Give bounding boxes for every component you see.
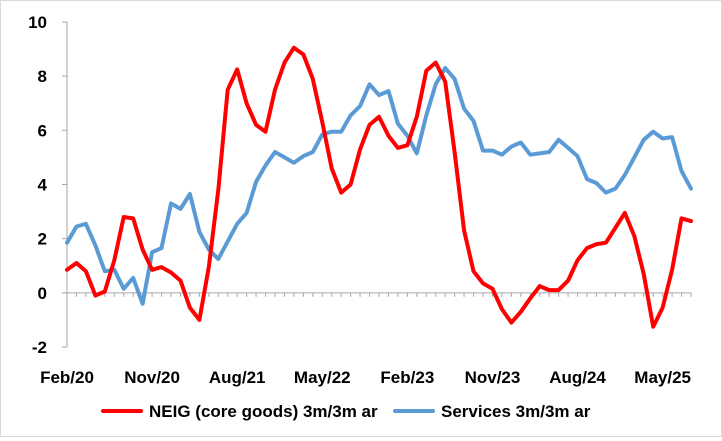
legend-label: Services 3m/3m ar (441, 402, 591, 421)
y-tick-label: 0 (38, 284, 47, 303)
y-tick-label: 6 (38, 121, 47, 140)
x-tick-label: Nov/20 (124, 368, 180, 387)
x-tick-label: Feb/23 (380, 368, 434, 387)
y-tick-label: 2 (38, 230, 47, 249)
x-tick-label: Nov/23 (465, 368, 521, 387)
legend-label: NEIG (core goods) 3m/3m ar (149, 402, 378, 421)
series-line-services-3m-3m-ar (65, 66, 693, 306)
y-tick-label: 8 (38, 67, 47, 86)
y-tick-label: -2 (32, 338, 47, 357)
series-line-neig-core-goods-3m-3m-ar (65, 45, 693, 329)
y-tick-label: 4 (38, 176, 48, 195)
legend: NEIG (core goods) 3m/3m ar Services 3m/3m… (101, 402, 591, 421)
x-tick-label: Feb/20 (40, 368, 94, 387)
x-tick-label: May/25 (634, 368, 691, 387)
series-layer (65, 45, 693, 329)
x-tick-label: May/22 (294, 368, 351, 387)
axes: -2 0 2 4 6 8 10 Feb/20 Nov/20 Aug/21 May/22 Feb/23 N… (28, 13, 692, 387)
x-tick-label: Aug/24 (549, 368, 606, 387)
x-tick-label: Aug/21 (209, 368, 266, 387)
y-tick-label: 10 (28, 13, 47, 32)
